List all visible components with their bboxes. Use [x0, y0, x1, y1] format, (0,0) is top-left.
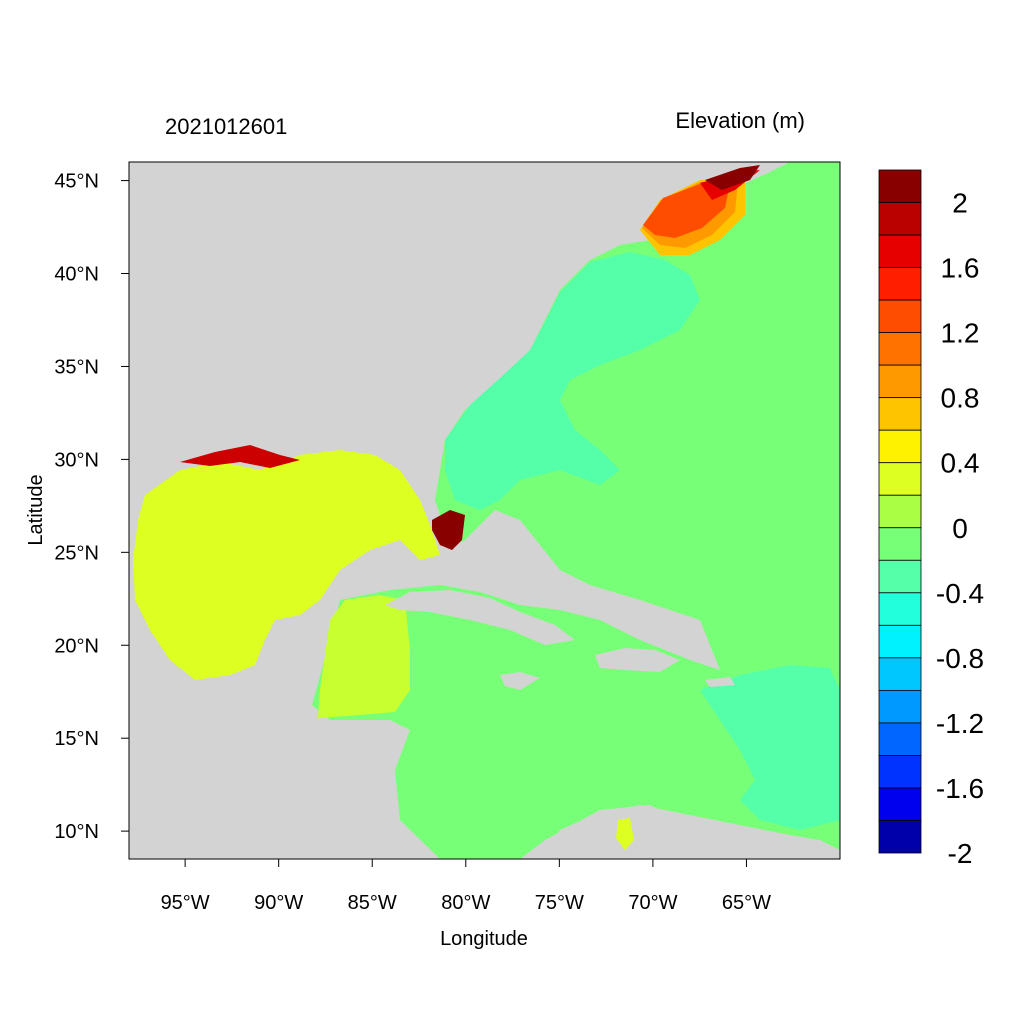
colorbar-swatch — [878, 527, 922, 561]
x-tick-label: 90°W — [254, 892, 303, 914]
map-frame — [128, 161, 841, 860]
colorbar-swatch — [878, 787, 922, 821]
colorbar-label: -0.4 — [936, 578, 984, 609]
colorbar-label: 0 — [952, 513, 968, 544]
colorbar-swatch — [878, 462, 922, 496]
bahamas-islands — [498, 520, 560, 598]
northeast-surge — [640, 165, 760, 255]
colorbar-label: -1.2 — [936, 708, 984, 739]
y-tick-label: 10°N — [54, 821, 99, 843]
colorbar-swatch — [878, 820, 922, 854]
x-tick-label: 75°W — [535, 892, 584, 914]
atlantic-ocean — [312, 162, 840, 859]
y-tick-label: 20°N — [54, 635, 99, 657]
caribbean-anomaly-zone — [700, 665, 840, 830]
map-panel — [128, 161, 841, 860]
x-tick-label: 95°W — [161, 892, 210, 914]
y-tick-label: 40°N — [54, 264, 99, 286]
colorbar-label: -0.8 — [936, 643, 984, 674]
hispaniola-island — [595, 648, 680, 672]
western-caribbean-zone — [318, 595, 410, 718]
colorbar-swatch — [878, 364, 922, 399]
colorbar-swatch — [878, 689, 922, 724]
x-axis-label: Longitude — [440, 928, 528, 950]
map-variable-title: Elevation (m) — [675, 108, 805, 133]
colorbar-swatch — [878, 429, 922, 464]
gulf-of-mexico — [133, 450, 440, 680]
colorbar-swatch — [878, 559, 922, 594]
colorbar-swatch — [878, 202, 922, 236]
shelf-anomaly-zone — [445, 252, 700, 510]
colorbar-swatch — [878, 234, 922, 268]
colorbar-swatch — [878, 332, 922, 366]
jamaica-island — [500, 672, 540, 690]
map-date-title: 2021012601 — [165, 114, 287, 139]
colorbar-swatch — [878, 722, 922, 756]
south-america-land — [540, 805, 840, 859]
colorbar-swatch — [878, 592, 922, 626]
colorbar-label: 1.6 — [941, 253, 980, 284]
florida-surge — [432, 510, 465, 550]
y-tick-label: 25°N — [54, 542, 99, 564]
colorbar-label: 0.8 — [941, 383, 980, 414]
y-tick-label: 30°N — [54, 449, 99, 471]
y-axis: 45°N 40°N 35°N 30°N 25°N 20°N 15°N 10°N — [54, 171, 129, 843]
maracaibo-lake — [616, 818, 634, 850]
colorbar-label: 0.4 — [941, 448, 980, 479]
x-tick-label: 70°W — [628, 892, 677, 914]
y-tick-label: 35°N — [54, 356, 99, 378]
colorbar: 2 1.6 1.2 0.8 0.4 0 -0.4 -0.8 -1.2 -1.6 -2 — [878, 169, 984, 869]
colorbar-label: -1.6 — [936, 773, 984, 804]
colorbar-swatch — [878, 494, 922, 529]
x-tick-label: 65°W — [722, 892, 771, 914]
colorbar-swatch — [878, 755, 922, 789]
x-axis: 95°W 90°W 85°W 80°W 75°W 70°W 65°W — [161, 859, 771, 914]
colorbar-label: 1.2 — [941, 318, 980, 349]
x-tick-label: 85°W — [348, 892, 397, 914]
colorbar-swatch — [878, 169, 922, 203]
y-axis-label: Latitude — [25, 474, 47, 545]
colorbar-swatch — [878, 657, 922, 691]
colorbar-label: -2 — [948, 838, 973, 869]
colorbar-swatch — [878, 267, 922, 301]
colorbar-swatch — [878, 299, 922, 334]
colorbar-label: 2 — [952, 188, 968, 219]
y-tick-label: 45°N — [54, 171, 99, 193]
louisiana-surge — [180, 445, 300, 468]
colorbar-swatch — [878, 624, 922, 659]
puerto-rico-island — [705, 677, 735, 687]
cuba-island — [385, 590, 575, 645]
x-tick-label: 80°W — [441, 892, 490, 914]
colorbar-swatch — [878, 397, 922, 431]
y-tick-label: 15°N — [54, 728, 99, 750]
